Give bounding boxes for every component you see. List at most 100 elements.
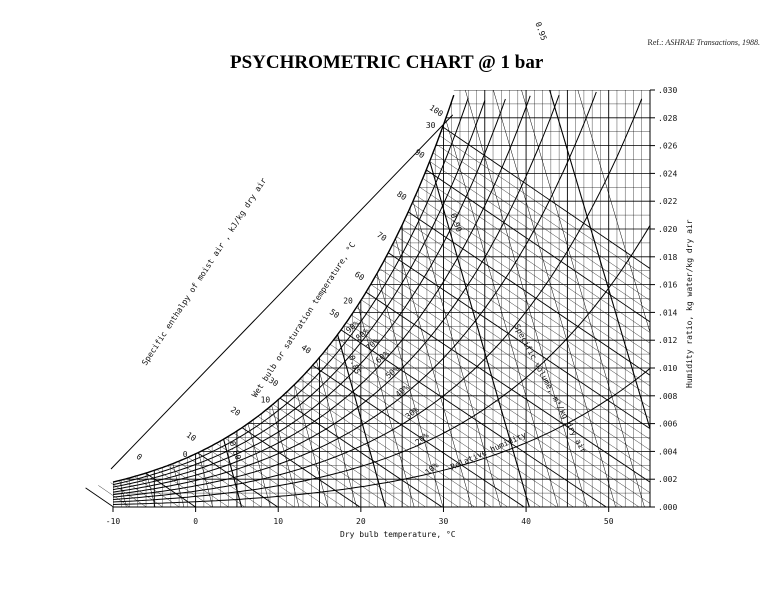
- enthalpy-line: [436, 144, 651, 291]
- enthalpy-tick-label: 90: [413, 147, 426, 160]
- enthalpy-tick-label: 50: [328, 307, 341, 320]
- axis-ticks: -10 0 10 20 30 40 50 .000 .002 .004 .006 .008 .010 .0…: [106, 86, 678, 526]
- chart-title: PSYCHROMETRIC CHART @ 1 bar: [230, 52, 544, 73]
- enthalpy-line: [306, 371, 508, 508]
- relative-humidity-tick-label: 10%: [424, 461, 441, 477]
- specific-volume-line: [429, 161, 530, 507]
- enthalpy-line: [396, 236, 651, 408]
- enthalpy-tick-label: 100: [428, 103, 445, 119]
- relative-humidity-curve: [113, 95, 531, 493]
- specific-volume-line: [474, 90, 616, 507]
- enthalpy-scale-line: [110, 114, 454, 470]
- enthalpy-line: [324, 351, 558, 508]
- specific-volume-line: [271, 405, 300, 507]
- y-tick-label: .014: [658, 308, 677, 317]
- y-tick-label: .010: [658, 364, 677, 373]
- enthalpy-line: [411, 203, 651, 365]
- enthalpy-tick-label: 80: [395, 189, 408, 202]
- y-tick-label: .002: [658, 475, 677, 484]
- enthalpy-line: [361, 299, 651, 493]
- enthalpy-line: [407, 211, 651, 376]
- specific-volume-lines: [119, 90, 650, 507]
- y-tick-label: .028: [658, 114, 677, 123]
- enthalpy-line: [383, 260, 651, 440]
- enthalpy-line: [442, 126, 651, 269]
- relative-humidity-tick-label: 60%: [374, 349, 391, 365]
- y-axis-label: Humidity ratio, kg water/kg dry air: [685, 219, 694, 388]
- enthalpy-line: [216, 443, 311, 508]
- x-tick-label: 30: [439, 517, 449, 526]
- specific-volume-line: [247, 423, 271, 507]
- enthalpy-line: [356, 307, 651, 504]
- enthalpy-line: [425, 169, 651, 323]
- relative-humidity-tick-label: 70%: [364, 336, 381, 352]
- y-tick-label: .030: [658, 86, 677, 95]
- specific-volume-line: [357, 305, 415, 507]
- relative-humidity-tick-label: 20%: [414, 431, 431, 447]
- y-tick-label: .020: [658, 225, 677, 234]
- specific-volume-line: [223, 439, 243, 507]
- y-tick-label: .006: [658, 420, 677, 429]
- wet-bulb-tick-label: 30: [426, 121, 436, 130]
- enthalpy-line: [265, 410, 410, 508]
- reference-note: Ref.: ASHRAE Transactions, 1988.: [560, 38, 760, 47]
- relative-humidity-curve: [113, 225, 650, 503]
- relative-humidity-curve: [113, 368, 650, 505]
- enthalpy-line: [388, 252, 651, 430]
- enthalpy-line: [346, 322, 623, 508]
- reference-prefix: Ref.:: [647, 38, 666, 47]
- x-tick-label: 0: [193, 517, 198, 526]
- enthalpy-line: [351, 314, 640, 508]
- relative-humidity-curves: [113, 91, 650, 505]
- specific-volume-line: [337, 334, 386, 507]
- enthalpy-line: [293, 385, 475, 508]
- enthalpy-tick-label: 0: [135, 452, 144, 462]
- enthalpy-line: [85, 487, 114, 508]
- enthalpy-line: [233, 432, 344, 508]
- y-tick-label: .026: [658, 142, 677, 151]
- enthalpy-tick-label: 10: [185, 430, 198, 443]
- specific-volume-line: [412, 201, 501, 507]
- enthalpy-tick-label: 40: [299, 343, 312, 356]
- enthalpy-line: [422, 178, 651, 333]
- y-tick-label: .012: [658, 336, 677, 345]
- specific-volume-line: [172, 463, 185, 507]
- specific-volume-line: [460, 90, 588, 507]
- specific-volume-line: [395, 238, 473, 507]
- relative-humidity-curve: [113, 98, 506, 491]
- y-tick-label: .008: [658, 392, 677, 401]
- relative-humidity-curve: [113, 97, 469, 486]
- enthalpy-line: [419, 186, 651, 344]
- relative-humidity-curve: [113, 98, 643, 500]
- enthalpy-axis-label: Specific enthalpy of moist air , kJ/kg d…: [140, 176, 268, 367]
- x-axis-label: Dry bulb temperature, °C: [340, 530, 456, 539]
- enthalpy-line: [365, 291, 651, 483]
- specific-volume-tick-label: 0.85: [347, 354, 362, 375]
- enthalpy-line: [207, 448, 295, 508]
- enthalpy-line: [279, 397, 443, 508]
- x-tick-label: -10: [106, 517, 121, 526]
- enthalpy-line: [286, 391, 459, 508]
- wet-bulb-tick-label: 20: [343, 297, 353, 306]
- specific-volume-line: [198, 452, 213, 507]
- enthalpy-line: [432, 152, 651, 301]
- specific-volume-line: [445, 118, 559, 507]
- specific-volume-line: [316, 360, 357, 507]
- x-tick-label: 50: [604, 517, 614, 526]
- enthalpy-tick-label: 60: [353, 270, 366, 283]
- y-tick-label: .024: [658, 169, 677, 178]
- enthalpy-line: [318, 358, 541, 508]
- relative-humidity-curve: [113, 94, 560, 496]
- enthalpy-line: [241, 427, 361, 508]
- enthalpy-line: [375, 276, 651, 461]
- specific-volume-line: [146, 472, 156, 507]
- specific-volume-tick-label: 0.80: [228, 440, 243, 461]
- enthalpy-line: [329, 344, 574, 508]
- wet-bulb-tick-label: 10: [261, 396, 271, 405]
- enthalpy-line: [122, 479, 163, 508]
- y-tick-label: .016: [658, 281, 677, 290]
- enthalpy-line: [312, 364, 525, 508]
- specific-volume-line: [488, 90, 645, 507]
